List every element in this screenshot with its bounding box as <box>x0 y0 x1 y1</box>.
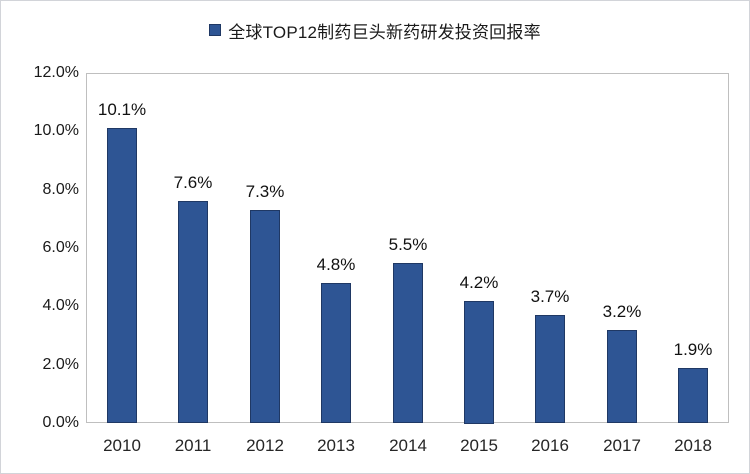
x-axis-label: 2012 <box>246 436 284 455</box>
x-axis-label: 2016 <box>531 436 569 455</box>
bar-value-label: 4.8% <box>316 255 356 274</box>
bar <box>393 263 423 423</box>
x-axis-label: 2014 <box>389 436 427 455</box>
legend: 全球TOP12制药巨头新药研发投资回报率 <box>1 18 749 42</box>
bar-value-label: 7.6% <box>173 173 213 192</box>
y-axis-tick-label: 4.0% <box>42 297 79 315</box>
y-axis-tick-label: 2.0% <box>42 355 79 373</box>
bar-value-label: 3.7% <box>530 287 570 306</box>
x-axis-label: 2017 <box>603 436 641 455</box>
x-axis-label: 2010 <box>103 436 141 455</box>
bar <box>678 368 708 423</box>
bar-value-label: 3.2% <box>602 302 642 321</box>
y-axis-tick-label: 12.0% <box>33 64 79 81</box>
y-axis-tick-label: 6.0% <box>42 239 79 256</box>
bar-value-label: 5.5% <box>388 235 428 254</box>
x-axis-label: 2015 <box>460 436 498 455</box>
legend-label: 全球TOP12制药巨头新药研发投资回报率 <box>228 22 541 42</box>
y-axis-tick-label: 0.0% <box>42 414 79 431</box>
bar <box>607 330 637 423</box>
x-axis-label: 2011 <box>174 436 212 455</box>
bar <box>464 301 494 424</box>
legend-marker-icon <box>209 24 222 36</box>
bar-value-label: 7.3% <box>245 182 285 201</box>
bar-value-label: 1.9% <box>673 340 713 359</box>
x-axis-label: 2018 <box>674 436 712 455</box>
bar-value-label: 10.1% <box>97 100 147 119</box>
bar-value-label: 4.2% <box>459 273 499 292</box>
x-axis-label: 2013 <box>317 436 355 455</box>
y-axis-tick-label: 10.0% <box>33 122 79 140</box>
bar <box>107 128 137 423</box>
bar <box>535 315 565 423</box>
bar <box>178 201 208 423</box>
bar <box>250 210 280 423</box>
y-axis-tick-label: 8.0% <box>42 180 79 198</box>
bar <box>321 283 351 423</box>
